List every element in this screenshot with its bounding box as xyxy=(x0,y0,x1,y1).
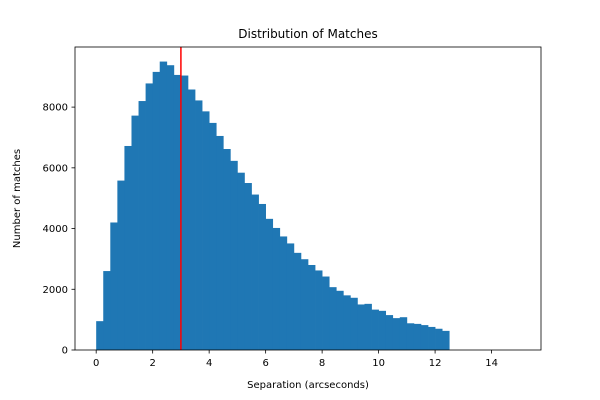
histogram-bar xyxy=(237,172,245,350)
histogram-bar xyxy=(371,309,379,350)
histogram-bar xyxy=(110,222,118,350)
x-axis-label: Separation (arcseconds) xyxy=(247,380,369,391)
x-tick-label: 0 xyxy=(93,358,99,369)
chart-title: Distribution of Matches xyxy=(238,27,377,41)
histogram-bars xyxy=(96,61,450,351)
x-tick-label: 4 xyxy=(206,358,212,369)
y-tick-label: 0 xyxy=(62,346,68,357)
histogram-bar xyxy=(399,317,408,350)
histogram-bar xyxy=(435,328,443,350)
histogram-bar xyxy=(159,61,168,350)
histogram-bar xyxy=(195,100,203,350)
y-tick-label: 6000 xyxy=(43,163,68,174)
histogram-bar xyxy=(378,310,387,350)
histogram-bar xyxy=(96,321,104,350)
histogram-bar xyxy=(322,276,330,350)
y-axis-label: Number of matches xyxy=(12,149,23,248)
histogram-bar xyxy=(209,122,217,351)
histogram-bar xyxy=(357,304,365,350)
histogram-bar xyxy=(286,243,295,350)
histogram-bar xyxy=(216,135,224,350)
histogram-bar xyxy=(265,218,274,350)
histogram-bar xyxy=(180,75,189,351)
histogram-bar xyxy=(442,330,450,350)
x-tick-label: 10 xyxy=(372,358,385,369)
histogram-bar xyxy=(244,183,252,350)
histogram-bar xyxy=(336,290,344,350)
histogram-bar xyxy=(202,111,210,350)
y-tick-label: 2000 xyxy=(43,285,68,296)
histogram-bar xyxy=(392,318,401,350)
histogram-bar xyxy=(152,71,161,351)
axes-frame xyxy=(74,46,542,351)
histogram-bar xyxy=(117,180,125,350)
histogram-bar xyxy=(293,252,302,350)
histogram-bar xyxy=(308,264,316,350)
histogram-bar xyxy=(428,326,436,350)
histogram-bar xyxy=(300,259,309,350)
histogram-bar xyxy=(329,287,337,350)
y-axis-ticks: 0 2000 4000 6000 8000 xyxy=(43,103,75,357)
x-tick-label: 12 xyxy=(429,358,442,369)
histogram-bar xyxy=(173,74,182,351)
histogram-bar xyxy=(413,323,422,350)
x-tick-label: 8 xyxy=(319,358,325,369)
histogram-bar xyxy=(131,115,139,350)
x-tick-label: 2 xyxy=(149,358,155,369)
x-tick-label: 14 xyxy=(485,358,498,369)
y-tick-label: 4000 xyxy=(43,224,68,235)
histogram-bar xyxy=(145,83,154,351)
histogram-bar xyxy=(138,101,146,350)
x-tick-label: 6 xyxy=(262,358,268,369)
histogram-bar xyxy=(230,160,238,350)
histogram-bar xyxy=(343,295,351,350)
histogram-bar xyxy=(103,271,111,350)
histogram-bar xyxy=(258,203,266,350)
x-axis-ticks: 0 2 4 6 8 10 12 14 xyxy=(93,350,498,369)
histogram-bar xyxy=(385,315,394,350)
histogram-bar xyxy=(166,65,175,350)
histogram-bar xyxy=(124,145,132,350)
histogram-bar xyxy=(350,297,358,350)
histogram-bar xyxy=(279,236,288,350)
histogram-bar xyxy=(272,227,281,350)
y-tick-label: 8000 xyxy=(43,103,68,114)
histogram-bar xyxy=(420,325,429,350)
histogram-bar xyxy=(315,270,323,350)
histogram-bar xyxy=(223,149,231,350)
histogram-bar xyxy=(187,89,196,351)
histogram-bar xyxy=(364,303,372,350)
histogram-bar xyxy=(406,323,415,350)
histogram-bar xyxy=(251,194,259,350)
